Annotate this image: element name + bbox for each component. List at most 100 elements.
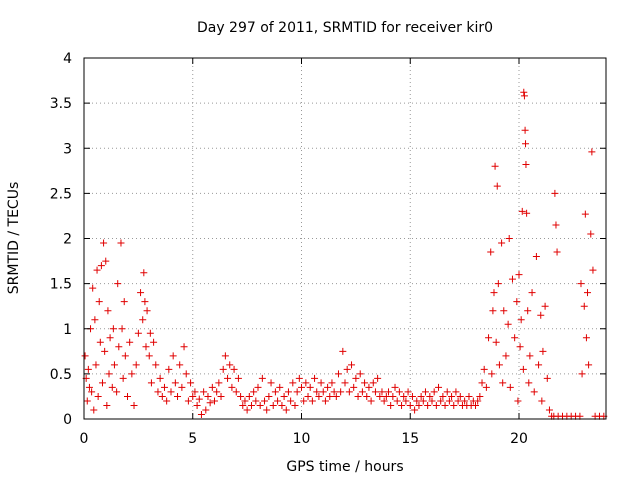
data-point bbox=[456, 392, 464, 400]
data-point bbox=[174, 392, 182, 400]
data-point bbox=[393, 397, 401, 405]
data-point bbox=[348, 361, 356, 369]
data-point bbox=[487, 248, 495, 256]
data-point bbox=[581, 210, 589, 218]
data-point bbox=[206, 399, 214, 407]
x-axis-label: GPS time / hours bbox=[286, 459, 403, 475]
data-point bbox=[490, 289, 498, 297]
data-point bbox=[551, 189, 559, 197]
data-point bbox=[91, 316, 99, 324]
data-point bbox=[358, 388, 366, 396]
data-point bbox=[522, 160, 530, 168]
chart-title: Day 297 of 2011, SRMTID for receiver kir… bbox=[197, 20, 493, 36]
data-point bbox=[176, 361, 184, 369]
x-tick-label: 5 bbox=[188, 431, 197, 447]
data-point bbox=[250, 388, 258, 396]
data-point bbox=[83, 397, 91, 405]
data-point bbox=[408, 392, 416, 400]
data-point bbox=[258, 374, 266, 382]
data-point bbox=[106, 334, 114, 342]
data-point bbox=[526, 352, 534, 360]
data-point bbox=[521, 126, 529, 134]
data-point bbox=[584, 289, 592, 297]
data-point bbox=[485, 334, 493, 342]
data-point bbox=[132, 361, 140, 369]
data-point bbox=[143, 307, 151, 315]
data-point bbox=[254, 383, 262, 391]
tick-marks bbox=[83, 57, 606, 420]
y-tick-label: 1.5 bbox=[50, 277, 72, 293]
data-point bbox=[95, 298, 103, 306]
data-point bbox=[391, 383, 399, 391]
data-point bbox=[472, 401, 479, 409]
data-point bbox=[302, 379, 310, 387]
data-point bbox=[352, 374, 360, 382]
data-point bbox=[465, 392, 473, 400]
data-point bbox=[443, 388, 451, 396]
data-point bbox=[163, 397, 171, 405]
data-point bbox=[184, 397, 192, 405]
data-point bbox=[514, 397, 522, 405]
data-point bbox=[147, 379, 155, 387]
y-tick-label: 0.5 bbox=[50, 367, 72, 383]
data-point bbox=[500, 307, 508, 315]
data-point bbox=[300, 397, 308, 405]
data-point bbox=[232, 388, 240, 396]
data-point bbox=[341, 379, 349, 387]
data-point bbox=[204, 392, 212, 400]
data-point bbox=[421, 388, 429, 396]
data-point bbox=[81, 352, 89, 360]
grid-lines bbox=[84, 58, 606, 419]
data-point bbox=[489, 307, 497, 315]
y-tick-label: 2.5 bbox=[50, 186, 72, 202]
data-point bbox=[415, 401, 423, 409]
y-tick-label: 1 bbox=[63, 322, 72, 338]
data-point bbox=[343, 365, 351, 373]
data-point bbox=[480, 365, 488, 373]
data-point bbox=[400, 392, 408, 400]
data-point bbox=[398, 401, 406, 409]
data-point bbox=[441, 401, 449, 409]
data-point bbox=[167, 388, 175, 396]
data-point bbox=[520, 92, 528, 100]
data-point bbox=[543, 374, 551, 382]
data-point bbox=[98, 379, 106, 387]
data-point bbox=[85, 383, 93, 391]
data-point bbox=[105, 370, 113, 378]
data-point bbox=[426, 392, 434, 400]
y-tick-label: 3.5 bbox=[50, 96, 72, 112]
data-point bbox=[313, 388, 321, 396]
data-point bbox=[541, 302, 549, 310]
data-point bbox=[256, 401, 264, 409]
data-point bbox=[243, 406, 251, 414]
data-point bbox=[158, 392, 166, 400]
data-point bbox=[308, 397, 316, 405]
data-point bbox=[102, 257, 110, 265]
data-point bbox=[439, 392, 447, 400]
data-point bbox=[523, 209, 531, 217]
data-point bbox=[120, 298, 128, 306]
data-point bbox=[524, 307, 532, 315]
data-point bbox=[450, 401, 458, 409]
data-point bbox=[402, 397, 410, 405]
data-point bbox=[387, 401, 395, 409]
data-point bbox=[261, 397, 269, 405]
data-point bbox=[494, 280, 502, 288]
y-tick-label: 3 bbox=[63, 141, 72, 157]
data-point bbox=[213, 388, 221, 396]
data-point bbox=[495, 361, 503, 369]
data-point bbox=[417, 392, 425, 400]
data-point bbox=[385, 388, 392, 396]
data-point bbox=[461, 397, 469, 405]
data-point bbox=[499, 379, 507, 387]
data-point bbox=[276, 383, 284, 391]
data-point bbox=[113, 388, 121, 396]
data-point bbox=[508, 275, 516, 283]
data-point bbox=[332, 392, 340, 400]
data-point bbox=[304, 392, 312, 400]
data-point bbox=[553, 248, 561, 256]
data-point bbox=[195, 395, 203, 403]
data-point bbox=[160, 383, 168, 391]
data-point bbox=[354, 392, 362, 400]
data-point bbox=[94, 392, 102, 400]
